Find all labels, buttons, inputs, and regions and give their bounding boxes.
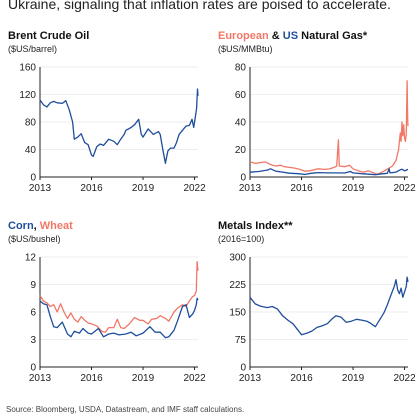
metals-index-chart: Metals Index** (2016=100) 0 75 150 225 300 2013…: [218, 220, 416, 384]
y-tick-label: 6: [30, 308, 36, 319]
x-tick-label: 2022: [183, 183, 206, 194]
y-tick-label: 0: [240, 173, 246, 184]
chart-unit: ($US/bushel): [8, 234, 61, 244]
chart-title-part: European: [218, 30, 269, 42]
chart-title-part: Corn: [8, 220, 34, 232]
y-tick-label: 20: [235, 145, 247, 156]
chart-unit: (2016=100): [218, 234, 264, 244]
y-tick-label: 120: [19, 90, 36, 101]
x-tick-label: 2019: [342, 373, 365, 384]
y-tick-label: 80: [25, 118, 37, 129]
y-tick-label: 40: [235, 118, 247, 129]
y-tick-label: 0: [30, 363, 36, 374]
source-note: Source: Bloomberg, USDA, Datastream, and…: [6, 405, 245, 414]
y-tick-label: 3: [30, 335, 36, 346]
chart-title-part: Metals Index**: [218, 220, 293, 232]
chart-title: Corn, Wheat: [8, 220, 73, 232]
y-tick-label: 300: [229, 253, 246, 264]
brent-crude-oil-chart: Brent Crude Oil ($US/barrel) 0 40 80 120 160 20…: [8, 30, 206, 194]
y-tick-label: 12: [25, 253, 37, 264]
x-tick-label: 2022: [183, 373, 206, 384]
y-tick-label: 40: [25, 145, 37, 156]
chart-title-part: Brent Crude Oil: [8, 30, 89, 42]
x-tick-label: 2016: [290, 373, 313, 384]
header-text: Ukraine, signaling that inflation rates …: [8, 0, 391, 12]
series-line-european: [249, 80, 409, 175]
x-tick-label: 2013: [239, 373, 262, 384]
x-tick-label: 2016: [80, 373, 103, 384]
chart-title-part: &: [269, 30, 283, 42]
corn-wheat-chart: Corn, Wheat ($US/bushel) 0 3 6 9 12 2013 2016 201…: [8, 220, 206, 384]
series-line: [249, 276, 409, 336]
chart-title: European & US Natural Gas*: [218, 30, 368, 42]
series-line-us: [249, 168, 409, 176]
x-tick-label: 2022: [393, 183, 416, 194]
y-tick-label: 150: [229, 308, 246, 319]
natural-gas-chart: European & US Natural Gas*($US/MMBtu)020…: [218, 30, 416, 194]
y-tick-label: 60: [235, 90, 247, 101]
chart-title-part: Wheat: [40, 220, 73, 232]
y-tick-label: 80: [235, 63, 247, 74]
y-tick-label: 75: [235, 335, 247, 346]
chart-title: Brent Crude Oil: [8, 30, 89, 42]
x-tick-label: 2022: [393, 373, 416, 384]
chart-unit: ($US/MMBtu): [218, 44, 273, 54]
chart-title-part: US: [283, 30, 298, 42]
x-tick-label: 2016: [290, 183, 313, 194]
y-tick-label: 0: [240, 363, 246, 374]
y-tick-label: 9: [30, 280, 36, 291]
series-line-wheat: [39, 260, 199, 333]
chart-title-part: ,: [34, 220, 40, 232]
x-tick-label: 2019: [342, 183, 365, 194]
x-tick-label: 2013: [239, 183, 262, 194]
x-tick-label: 2013: [29, 373, 52, 384]
y-tick-label: 160: [19, 63, 36, 74]
chart-title-part: Natural Gas*: [298, 30, 368, 42]
series-line: [39, 88, 199, 164]
series-line-corn: [39, 297, 199, 339]
chart-title: Metals Index**: [218, 220, 293, 232]
x-tick-label: 2019: [132, 183, 155, 194]
x-tick-label: 2019: [132, 373, 155, 384]
y-tick-label: 225: [229, 280, 246, 291]
x-tick-label: 2016: [80, 183, 103, 194]
y-tick-label: 0: [30, 173, 36, 184]
x-tick-label: 2013: [29, 183, 52, 194]
chart-unit: ($US/barrel): [8, 44, 57, 54]
